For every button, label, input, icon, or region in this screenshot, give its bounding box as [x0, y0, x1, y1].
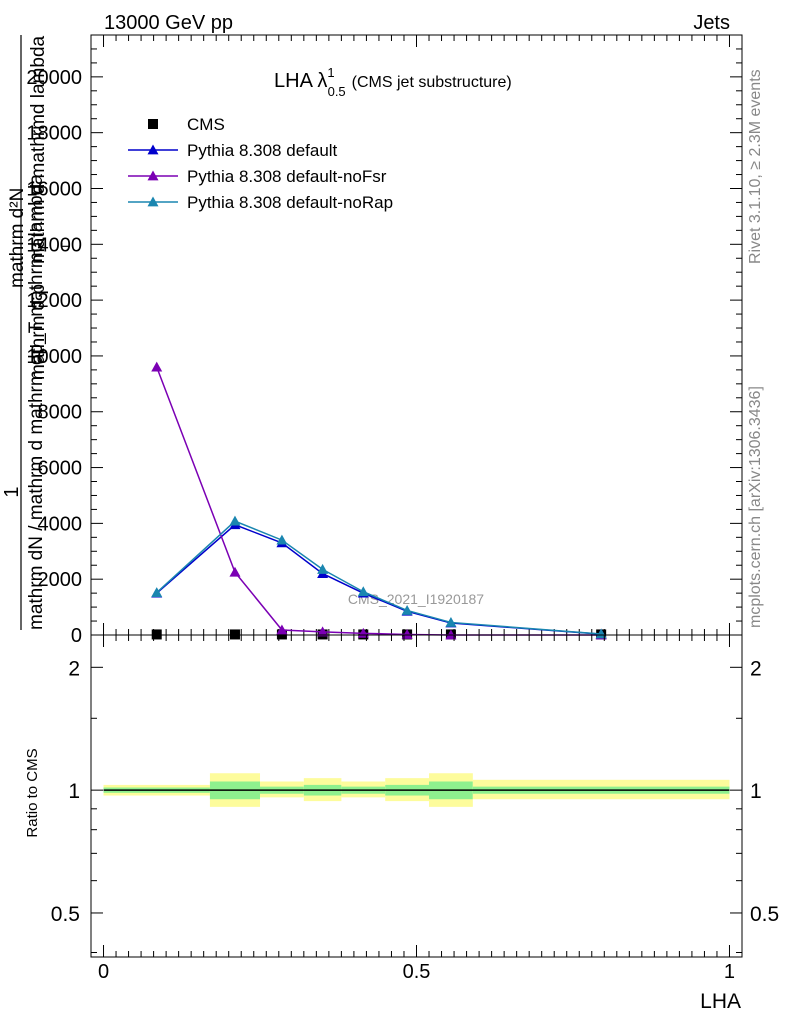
- ratio-plot-panel: 0.5 0.51 12 2 0 0.5 1 Ratio to CMS LHA: [24, 634, 779, 1013]
- ratio-y-axis: 0.5 0.5 1 1 2 2: [51, 657, 779, 954]
- main-y-tick-label: 10000: [26, 346, 82, 368]
- x-axis-label: LHA: [700, 990, 741, 1013]
- plot-title-rest: (CMS jet substructure): [352, 74, 512, 91]
- side-rivet-label: Rivet 3.1.10, ≥ 2.3M events: [747, 69, 764, 264]
- series-cms-point: [229, 629, 240, 640]
- main-plot-panel: 0 2000 4000 6000 8000 10000 12000 14000 16000 180…: [1, 34, 743, 647]
- legend-pythia-8-308-default-marker: [147, 144, 159, 155]
- series-pythia-8-308-default-norap-line: [156, 520, 602, 635]
- series-cms-point: [276, 629, 287, 640]
- series-pythia-8-308-default-norap-point: [276, 534, 288, 545]
- series-cms-point: [151, 629, 162, 640]
- ratio-y-tick-label: 2: [68, 657, 80, 680]
- ratio-x-axis: 0 0.5 1: [98, 635, 735, 983]
- series-pythia-8-308-default-norap-point: [317, 563, 329, 574]
- header-energy: 13000 GeV pp: [104, 12, 233, 34]
- series-pythia-8-308-default-norap-point: [229, 515, 241, 526]
- main-y-tick-label: 14000: [26, 234, 82, 256]
- legend-pythia-8-308-default-label: Pythia 8.308 default: [187, 141, 338, 160]
- ylabel-den-top: mathrm d²N: [7, 188, 28, 288]
- legend-pythia-8-308-default-norap-marker: [147, 196, 159, 207]
- main-y-tick-label: 2000: [38, 569, 83, 591]
- series-pythia-8-308-default-nofsr-point: [151, 361, 163, 372]
- main-y-tick-label: 6000: [38, 458, 83, 480]
- plot-title-sup: 1: [327, 65, 334, 80]
- ratio-y-tick-label-right: 1: [750, 780, 762, 803]
- main-y-axis: 0 2000 4000 6000 8000 10000 12000 14000 16000 180…: [26, 34, 742, 647]
- series-pythia-8-308-default-nofsr-point: [276, 624, 288, 635]
- legend-cms-label: CMS: [187, 115, 225, 134]
- series-pythia-8-308-default-norap-point: [401, 604, 413, 615]
- legend-cms: CMS: [148, 115, 225, 134]
- ratio-y-label: Ratio to CMS: [24, 748, 41, 837]
- main-y-tick-label: 8000: [38, 402, 83, 424]
- legend-cms-marker: [148, 119, 158, 129]
- analysis-watermark: CMS_2021_I1920187: [348, 591, 484, 607]
- x-tick-label: 0: [98, 961, 109, 983]
- side-mcplots-label: mcplots.cern.ch [arXiv:1306.3436]: [747, 386, 764, 628]
- main-y-tick-label: 18000: [26, 123, 82, 145]
- legend-pythia-8-308-default: Pythia 8.308 default: [128, 141, 338, 160]
- main-y-tick-label: 0: [71, 625, 82, 647]
- ylabel-den-T: T: [59, 242, 73, 250]
- ratio-y-tick-label-right: 0.5: [750, 903, 779, 926]
- series-pythia-8-308-default-nofsr-point: [317, 626, 329, 637]
- ratio-y-tick-label-right: 2: [750, 657, 762, 680]
- x-tick-label: 1: [724, 961, 735, 983]
- series-pythia-8-308-default-norap-point: [357, 586, 369, 597]
- main-y-label: 1 mathrm dN / mathrm d mathrm dp_T mathr…: [1, 35, 73, 630]
- plot-title-main: LHA λ: [274, 70, 327, 92]
- plot-title: LHA λ1 0.5 (CMS jet substructure): [274, 65, 512, 99]
- legend-pythia-8-308-default-nofsr-label: Pythia 8.308 default-noFsr: [187, 167, 387, 186]
- main-y-tick-label: 16000: [26, 178, 82, 200]
- ylabel-numerator: 1: [1, 486, 23, 497]
- plot-title-sub: 0.5: [328, 84, 346, 99]
- series-pythia-8-308-default-nofsr-point: [229, 566, 241, 577]
- legend-pythia-8-308-default-norap-label: Pythia 8.308 default-noRap: [187, 193, 393, 212]
- series-pythia-8-308-default-norap-point: [445, 616, 457, 627]
- ratio-y-tick-label: 0.5: [51, 903, 80, 926]
- ratio-y-tick-label: 1: [68, 780, 80, 803]
- header-process: Jets: [693, 12, 730, 34]
- legend: CMS Pythia 8.308 default Pythia 8.308 defa…: [128, 115, 393, 212]
- series-pythia-8-308-default: [151, 519, 607, 639]
- main-y-tick-label: 12000: [26, 290, 82, 312]
- main-y-tick-label: 20000: [26, 67, 82, 89]
- legend-pythia-8-308-default-norap: Pythia 8.308 default-noRap: [128, 193, 393, 212]
- ylabel-denominator: mathrm dN / mathrm d mathrm dp_T mathrmd…: [26, 174, 47, 630]
- ylabel-den-mid: mathrm d p: [28, 284, 49, 380]
- main-y-tick-label: 4000: [38, 513, 83, 535]
- legend-pythia-8-308-default-nofsr: Pythia 8.308 default-noFsr: [128, 167, 387, 186]
- series-pythia-8-308-default-norap: [151, 515, 607, 639]
- series-pythia-8-308-default-norap-point: [151, 587, 163, 597]
- main-series-group: [151, 361, 607, 640]
- x-tick-label: 0.5: [403, 961, 431, 983]
- legend-pythia-8-308-default-nofsr-marker: [147, 170, 159, 181]
- ylabel-den-bot: mathrm d mathrmd lambda: [28, 35, 49, 264]
